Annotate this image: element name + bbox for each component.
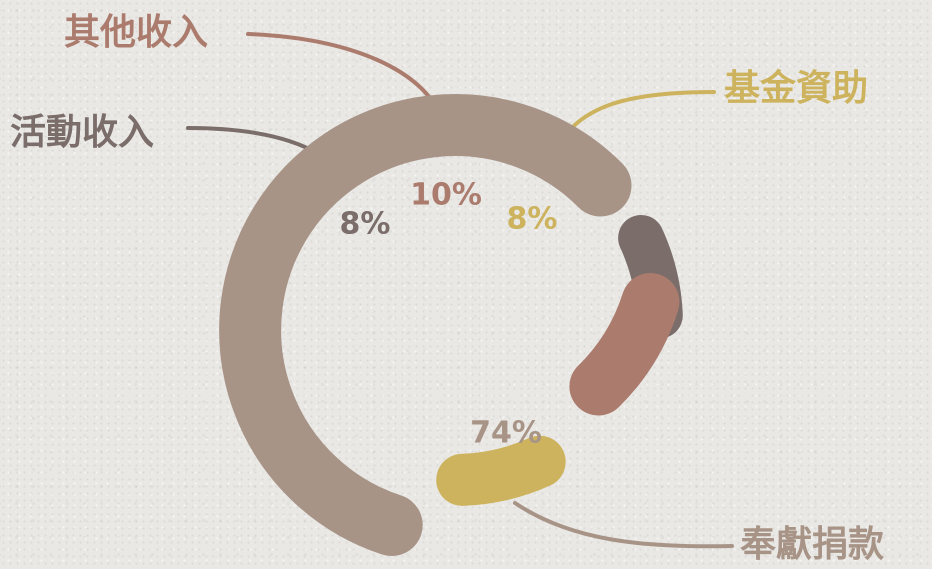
percent-label-offering: 74% (470, 416, 542, 451)
percent-label-fund: 8% (507, 202, 558, 237)
donut-segment-other (569, 273, 680, 416)
donut-segment-offering (219, 94, 632, 556)
leader-line-offering (513, 501, 734, 549)
category-label-other: 其他收入 (64, 12, 208, 53)
percentage-labels: 74% 8% 10% 8% (340, 178, 558, 451)
percent-label-activity: 8% (340, 207, 391, 242)
percent-label-other: 10% (410, 178, 482, 213)
donut-segments (219, 94, 683, 556)
donut-segment-fund (436, 435, 566, 506)
category-label-activity: 活動收入 (10, 112, 154, 153)
category-label-offering: 奉獻捐款 (740, 524, 884, 565)
category-label-fund: 基金資助 (724, 67, 868, 109)
